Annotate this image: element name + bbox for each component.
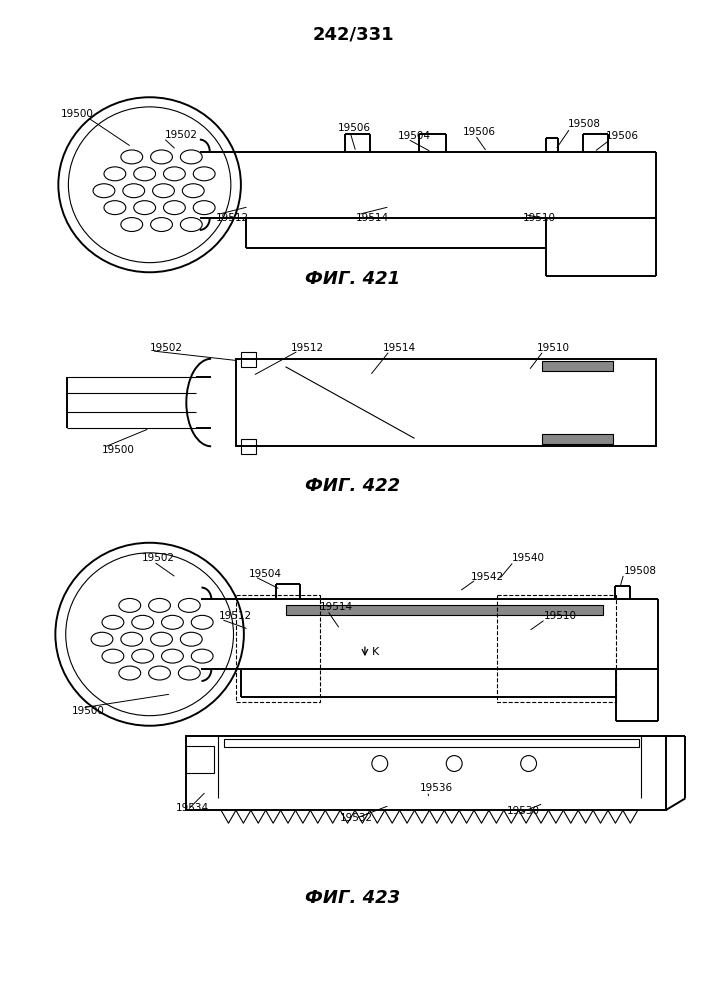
Text: 19508: 19508 xyxy=(568,119,601,129)
Text: 19502: 19502 xyxy=(165,130,197,140)
Text: 19540: 19540 xyxy=(512,553,545,563)
Text: 19510: 19510 xyxy=(544,611,576,621)
Text: 19506: 19506 xyxy=(463,127,496,137)
Bar xyxy=(542,434,613,444)
Text: ФИГ. 421: ФИГ. 421 xyxy=(305,270,401,288)
Text: ФИГ. 422: ФИГ. 422 xyxy=(305,477,401,495)
Text: 19506: 19506 xyxy=(606,131,639,141)
Text: 19536: 19536 xyxy=(419,783,452,793)
Text: 19504: 19504 xyxy=(249,569,282,579)
Bar xyxy=(187,736,665,810)
Bar xyxy=(497,595,616,702)
Text: 19506: 19506 xyxy=(338,123,371,133)
Text: 19500: 19500 xyxy=(72,706,105,716)
Text: K: K xyxy=(372,647,379,657)
Bar xyxy=(241,352,256,367)
Text: ФИГ. 423: ФИГ. 423 xyxy=(305,889,401,907)
Text: 19510: 19510 xyxy=(522,213,556,223)
Text: 19512: 19512 xyxy=(291,343,324,353)
Text: 19530: 19530 xyxy=(507,806,539,816)
Text: 19514: 19514 xyxy=(382,343,416,353)
Text: 19512: 19512 xyxy=(216,213,249,223)
Text: 19504: 19504 xyxy=(397,131,431,141)
Bar xyxy=(236,359,655,446)
Bar xyxy=(286,605,603,615)
Text: 19542: 19542 xyxy=(471,572,504,582)
Bar xyxy=(241,439,256,454)
Text: 19500: 19500 xyxy=(60,109,93,119)
Text: 19512: 19512 xyxy=(219,611,252,621)
Text: 19500: 19500 xyxy=(102,445,135,455)
Bar xyxy=(224,739,638,747)
Bar xyxy=(236,595,320,702)
Bar xyxy=(542,361,613,371)
Text: 19514: 19514 xyxy=(356,213,389,223)
Text: 19514: 19514 xyxy=(320,602,354,612)
Text: 19534: 19534 xyxy=(175,803,209,813)
Bar xyxy=(187,746,214,773)
Text: 19510: 19510 xyxy=(537,343,570,353)
Text: 19502: 19502 xyxy=(141,553,175,563)
Text: 19532: 19532 xyxy=(340,813,373,823)
Text: 19508: 19508 xyxy=(624,566,657,576)
Text: 19502: 19502 xyxy=(150,343,182,353)
Text: 242/331: 242/331 xyxy=(312,26,394,44)
